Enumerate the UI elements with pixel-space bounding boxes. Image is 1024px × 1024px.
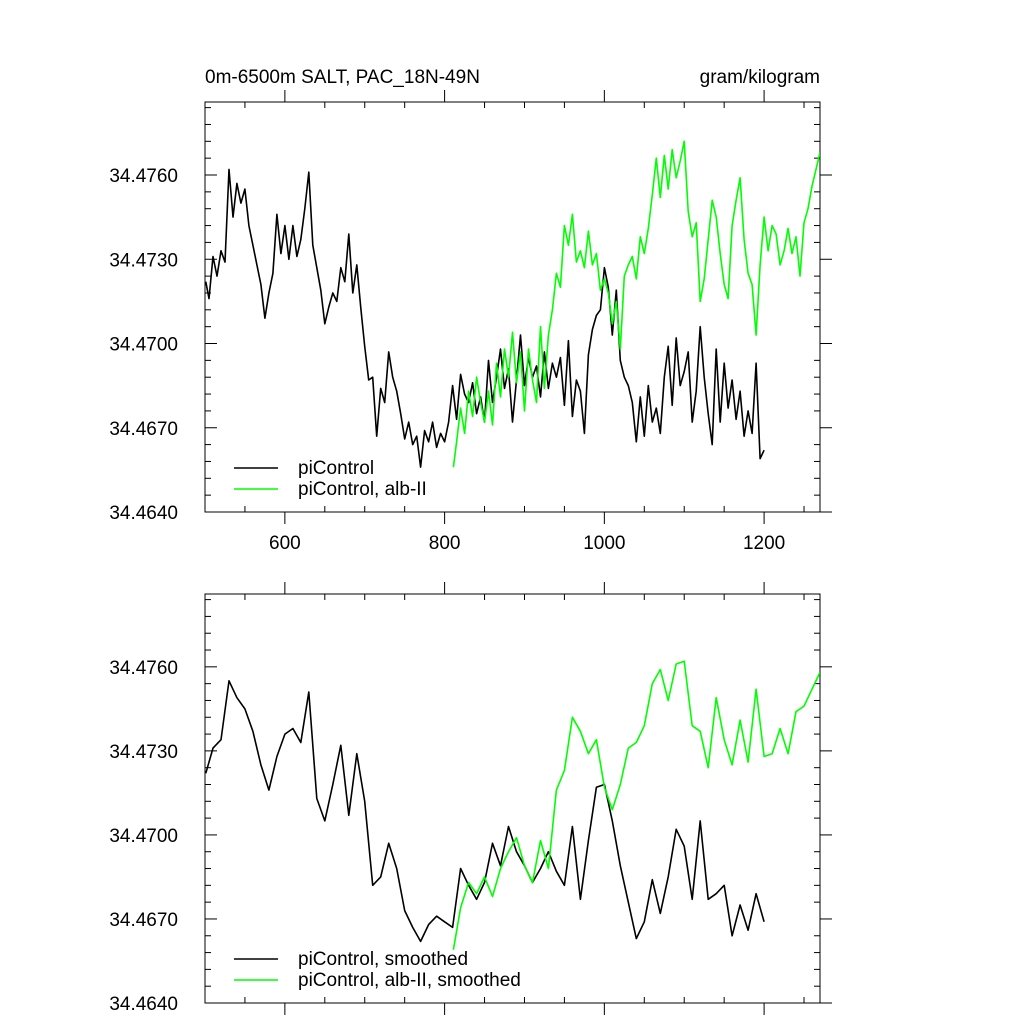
y-tick-label: 34.4760 bbox=[109, 166, 178, 187]
y-tick-label: 34.4670 bbox=[109, 910, 178, 931]
y-tick-label: 34.4730 bbox=[109, 742, 178, 763]
series-line-1 bbox=[205, 680, 765, 943]
chart-title: 0m-6500m SALT, PAC_18N-49N bbox=[205, 67, 480, 88]
y-tick-label: 34.4760 bbox=[109, 658, 178, 679]
x-tick-label: 1000 bbox=[583, 533, 625, 554]
series-line-2 bbox=[452, 660, 820, 950]
y-tick-label: 34.4670 bbox=[109, 419, 178, 440]
legend-label: piControl, smoothed bbox=[298, 949, 468, 970]
legend-label: piControl, alb-II bbox=[298, 479, 427, 500]
x-tick-label: 600 bbox=[269, 533, 301, 554]
plot-frame bbox=[204, 593, 821, 1004]
plot-frame bbox=[204, 101, 821, 513]
y-tick-label: 34.4700 bbox=[109, 826, 178, 847]
x-tick-label: 1200 bbox=[743, 533, 785, 554]
top-panel: 600 800 1000 1200 34.4640 34.4670 34.4700 34.47… bbox=[109, 67, 832, 554]
x-tick-label: 800 bbox=[429, 533, 461, 554]
legend-label: piControl, alb-II, smoothed bbox=[298, 970, 521, 991]
series-line-2 bbox=[452, 140, 820, 468]
y-tick-label: 34.4700 bbox=[109, 335, 178, 356]
bottom-panel: 34.4640 34.4670 34.4700 34.4730 34.4760 piCon… bbox=[109, 582, 832, 1015]
legend-label: piControl bbox=[298, 458, 374, 479]
y-tick-label: 34.4730 bbox=[109, 250, 178, 271]
units-label: gram/kilogram bbox=[700, 67, 820, 88]
y-tick-label: 34.4640 bbox=[109, 503, 178, 524]
y-tick-label: 34.4640 bbox=[109, 994, 178, 1015]
